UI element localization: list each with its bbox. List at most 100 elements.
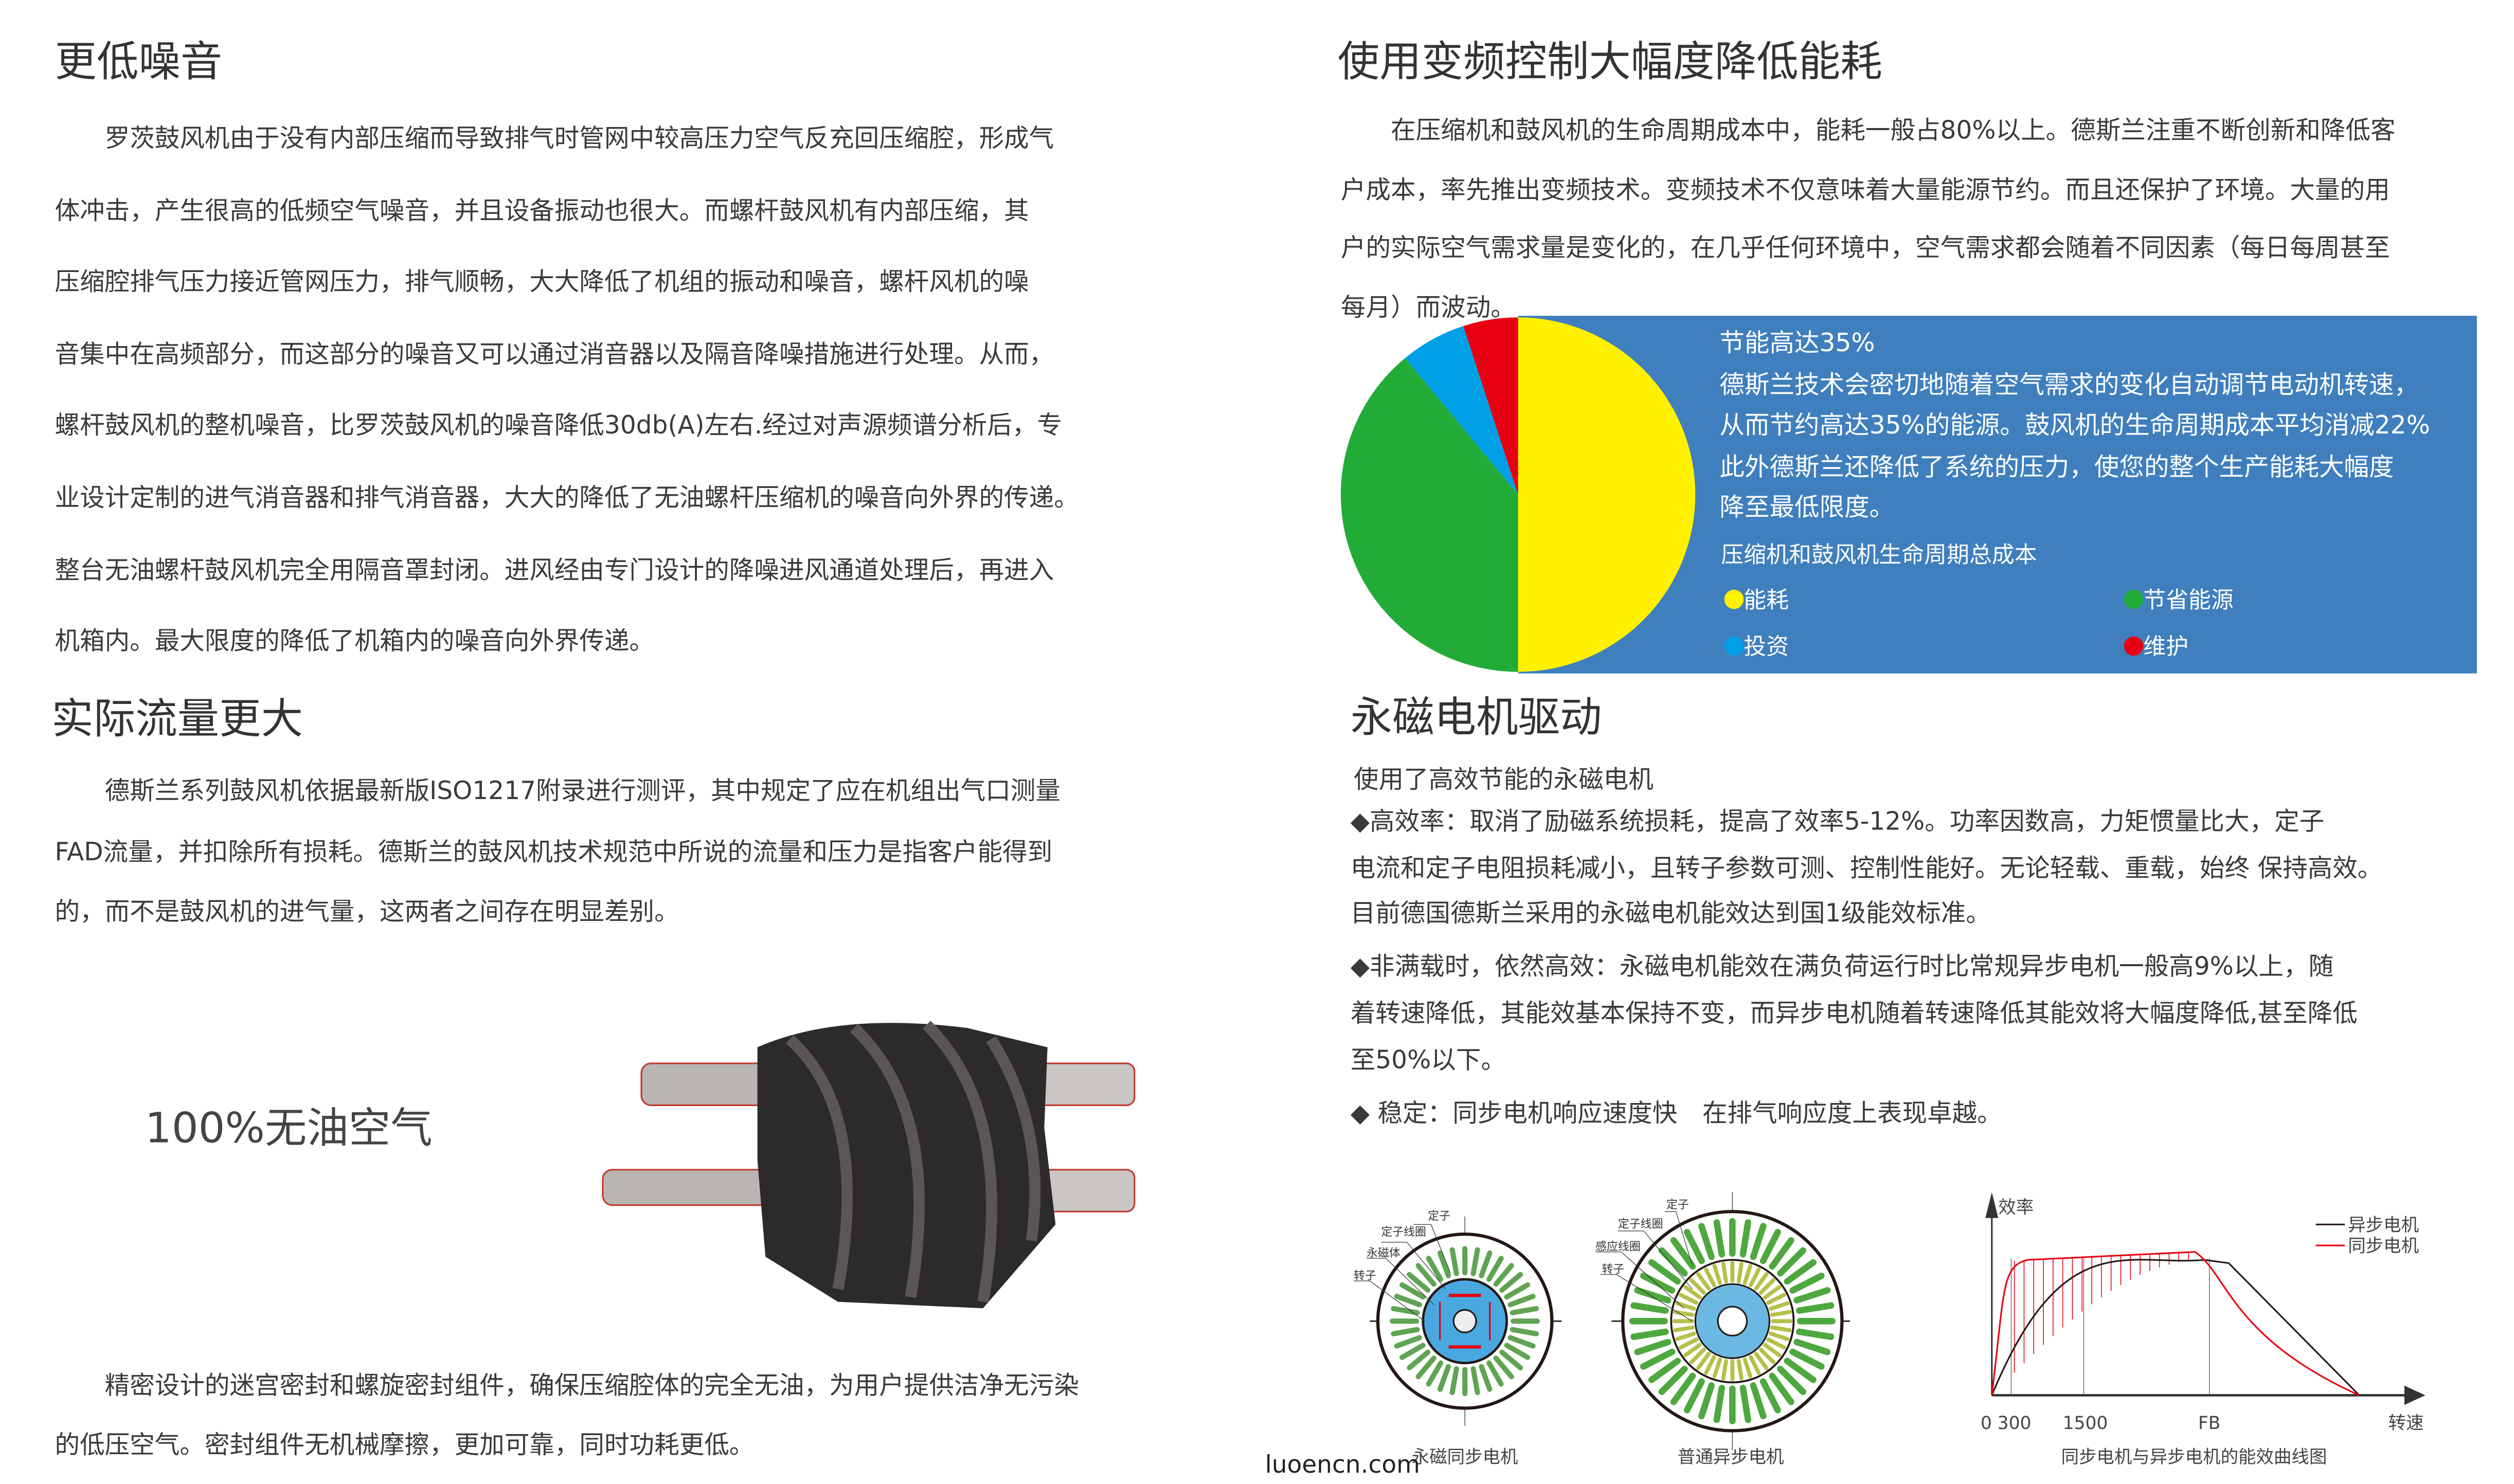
stator-tooth <box>1712 1357 1722 1379</box>
text-line: 节能高达35% <box>1719 329 1875 358</box>
stator-tooth <box>1743 1357 1753 1379</box>
stator-tooth <box>1479 1250 1493 1278</box>
x-tick: FB <box>2198 1413 2220 1434</box>
stator-tooth <box>1648 1259 1681 1285</box>
text-line: 的，而不是鼓风机的进气量，这两者之间存在明显差别。 <box>55 897 679 927</box>
stator-tooth <box>1689 1347 1706 1364</box>
stator-tooth <box>1493 1263 1514 1287</box>
text-line: 从而节约高达35%的能源。鼓风机的生命周期成本平均消减22% <box>1719 410 2430 440</box>
stator-tooth <box>1670 1372 1696 1405</box>
legend-sync: 同步电机 <box>2348 1236 2419 1257</box>
stator-tooth <box>1470 1247 1480 1276</box>
watermark: luoencn.com <box>1265 1450 1420 1479</box>
text-line: 电流和定子电阻损耗减小，且转子参数可测、控制性能好。无论轻载、重载，始终 保持高… <box>1350 854 2383 883</box>
stator-tooth <box>1648 1358 1681 1383</box>
stator-tooth <box>1769 1237 1794 1270</box>
stator-tooth <box>1640 1348 1676 1370</box>
async-curve <box>1991 1259 2360 1396</box>
label-rotor: 转子 <box>1602 1263 1625 1276</box>
text-line: 德斯兰技术会密切地随着空气需求的变化自动调节电动机转速， <box>1719 370 2419 399</box>
stator-tooth <box>1758 1347 1775 1364</box>
text-line: ◆非满载时，依然高效：永磁电机能效在满负荷运行时比常规异步电机一般高9%以上，随 <box>1350 952 2334 982</box>
text-line: 每月）而波动。 <box>1340 292 1516 322</box>
label-stator: 定子 <box>1428 1210 1450 1223</box>
section-title-pm-motor: 永磁电机驱动 <box>1350 694 1602 743</box>
stator-tooth <box>1712 1264 1722 1285</box>
stator-tooth <box>1739 1219 1751 1258</box>
stator-tooth <box>1391 1306 1420 1315</box>
stator-tooth <box>1743 1264 1753 1285</box>
legend-dot-icon <box>1724 589 1744 609</box>
stator-tooth <box>1675 1331 1696 1342</box>
legend-dot-icon <box>1724 636 1744 656</box>
stator-tooth <box>1750 1382 1767 1420</box>
stator-tooth <box>1449 1247 1459 1276</box>
stator-tooth <box>1504 1343 1531 1360</box>
stator-tooth <box>1739 1385 1751 1423</box>
stator-tooth <box>1789 1272 1825 1294</box>
flow-paragraph: 德斯兰系列鼓风机依据最新版ISO1217附录进行测评，其中规定了应在机组出气口测… <box>55 762 1061 943</box>
stator-tooth <box>1736 1359 1744 1381</box>
text-line: 德斯兰系列鼓风机依据最新版ISO1217附录进行测评，其中规定了应在机组出气口测… <box>55 776 1061 806</box>
stator-tooth <box>1759 1378 1781 1414</box>
x-tick: 1500 <box>2063 1413 2108 1434</box>
stator-tooth <box>1493 1355 1514 1380</box>
legend-item: 能耗 <box>1724 583 1789 616</box>
label-stator-coil: 定子线圈 <box>1381 1226 1426 1239</box>
text-line: 罗茨鼓风机由于没有内部压缩而导致排气时管网中较高压力空气反充回压缩腔，形成气 <box>55 124 1054 153</box>
stator-tooth <box>1486 1360 1504 1387</box>
stator-tooth <box>1784 1358 1817 1383</box>
text-line: 机箱内。最大限度的降低了机箱内的噪音向外界传递。 <box>55 627 655 656</box>
stator-tooth <box>1683 1343 1702 1358</box>
stator-tooth <box>1754 1272 1769 1291</box>
stator-tooth <box>1678 1293 1699 1305</box>
stator-tooth <box>1426 1360 1444 1387</box>
text-line: 至50%以下。 <box>1350 1045 1506 1075</box>
noise-paragraph: 罗茨鼓风机由于没有内部压缩而导致排气时管网中较高压力空气反充回压缩腔，形成气 体冲… <box>55 103 1079 678</box>
section-title-vfd: 使用变频控制大幅度降低能耗 <box>1337 39 1882 87</box>
x-axis-label: 转速 <box>2389 1413 2424 1434</box>
stator-tooth <box>1640 1272 1676 1294</box>
stator-tooth <box>1770 1310 1792 1317</box>
stator-tooth <box>1696 1272 1711 1291</box>
text-line: 在压缩机和鼓风机的生命周期成本中，能耗一般占80%以上。德斯兰注重不断创新和降低… <box>1340 116 2396 145</box>
stator-tooth <box>1510 1327 1539 1336</box>
text-line: 降至最低限度。 <box>1719 493 1895 522</box>
stator-tooth <box>1510 1306 1539 1315</box>
text-line: 整台无油螺杆鼓风机完全用隔音罩封闭。进风经由专门设计的降噪进风通道处理后，再进入 <box>55 555 1054 585</box>
stator-tooth <box>1784 1259 1817 1285</box>
pie-slice <box>1518 317 1696 672</box>
stator-tooth <box>1437 1364 1451 1392</box>
stator-tooth <box>1507 1335 1536 1349</box>
stator-tooth <box>1766 1293 1786 1305</box>
pm-synchronous-motor-diagram: 定子 定子线圈 永磁体 转子 永磁同步电机 <box>1353 1210 1562 1468</box>
section-title-flow: 实际流量更大 <box>51 696 303 745</box>
stator-tooth <box>1704 1355 1716 1375</box>
cost-pie-chart <box>1340 317 1696 672</box>
legend-item: 节省能源 <box>2124 583 2234 616</box>
stator-tooth <box>1763 1285 1782 1300</box>
stator-tooth <box>1766 1337 1786 1350</box>
stator-tooth <box>1394 1294 1422 1308</box>
stator-tooth <box>1415 1355 1436 1380</box>
stator-tooth <box>1630 1302 1669 1314</box>
stator-tooth <box>1507 1294 1536 1308</box>
stator-tooth <box>1486 1256 1504 1282</box>
text-line: 压缩腔排气压力接近管网压力，排气顺畅，大大降低了机组的振动和噪音，螺杆风机的噪 <box>55 267 1029 297</box>
section-title-noise: 更低噪音 <box>55 39 223 87</box>
stator-tooth <box>1407 1272 1431 1293</box>
pie-slice <box>1463 317 1518 495</box>
stator-tooth <box>1777 1247 1806 1277</box>
stator-tooth <box>1789 1348 1825 1370</box>
y-axis-arrow-icon <box>1985 1192 1999 1218</box>
stator-tooth <box>1683 1378 1705 1414</box>
legend-title: 压缩机和鼓风机生命周期总成本 <box>1721 542 2037 569</box>
stator-tooth <box>1407 1349 1431 1370</box>
stator-tooth <box>1426 1256 1444 1282</box>
text-line: 户成本，率先推出变频技术。变频技术不仅意味着大量能源节约。而且还保护了环境。大量… <box>1340 174 2390 204</box>
y-axis-label: 效率 <box>1998 1197 2034 1218</box>
legend-label: 节省能源 <box>2143 588 2234 614</box>
pm-motor-subtitle: 使用了高效节能的永磁电机 <box>1353 765 1654 794</box>
text-line: ◆高效率：取消了励磁系统损耗，提高了效率5-12%。功率因数高，力矩惯量比大，定… <box>1350 807 2325 837</box>
